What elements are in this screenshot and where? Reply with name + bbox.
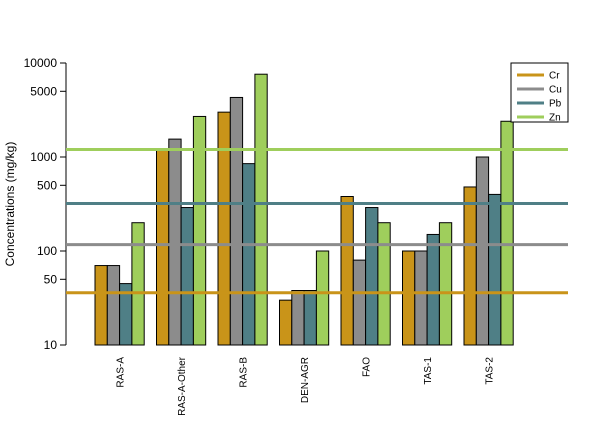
bar-pb-den-agr bbox=[303, 290, 317, 346]
y-tick-label: 10 bbox=[44, 338, 58, 352]
bar-cu-tas-1 bbox=[414, 250, 428, 346]
bar-cr-fao bbox=[340, 196, 354, 346]
bar-pb-ras-b bbox=[242, 163, 256, 346]
bar-pb-tas-2 bbox=[488, 193, 502, 346]
bar-cr-ras-a bbox=[94, 265, 108, 346]
bar-zn-tas-2 bbox=[500, 120, 514, 346]
bar-pb-tas-1 bbox=[426, 233, 440, 346]
category-label: TAS-1 bbox=[423, 357, 434, 385]
bar-cu-fao bbox=[352, 259, 367, 346]
category-label: TAS-2 bbox=[485, 357, 496, 385]
y-tick-label: 5000 bbox=[30, 84, 57, 98]
bar-zn-ras-a bbox=[131, 222, 145, 346]
category-labels: RAS-A RAS-A-Other RAS-B DEN-AGR FAO TAS-1 TAS-… bbox=[116, 356, 496, 416]
bar-cu-ras-a bbox=[106, 265, 121, 346]
bar-zn-ras-b bbox=[254, 73, 268, 346]
y-tick-label: 500 bbox=[37, 178, 57, 192]
bar-pb-ras-a-other bbox=[180, 207, 194, 346]
legend-label-zn: Zn bbox=[549, 113, 561, 124]
y-axis-title: Concentrations (mg/kg) bbox=[3, 142, 17, 267]
bar-pb-fao bbox=[365, 207, 379, 346]
y-tick-label: 10000 bbox=[24, 56, 58, 70]
y-tick-label: 100 bbox=[37, 244, 57, 258]
bar-zn-fao bbox=[377, 222, 391, 346]
bar-cr-den-agr bbox=[279, 299, 293, 346]
legend-label-pb: Pb bbox=[549, 99, 562, 110]
bar-cr-tas-1 bbox=[402, 250, 416, 346]
y-axis: 10 50 100 500 1000 5000 10000 bbox=[24, 56, 67, 352]
bar-zn-tas-1 bbox=[438, 222, 453, 346]
bar-cu-den-agr bbox=[291, 290, 305, 346]
y-tick-label: 50 bbox=[44, 272, 58, 286]
category-label: RAS-A-Other bbox=[177, 356, 188, 416]
category-label: RAS-B bbox=[239, 357, 250, 388]
bar-cr-tas-2 bbox=[463, 186, 477, 346]
legend-box bbox=[510, 62, 569, 123]
legend: Cr Cu Pb Zn bbox=[510, 62, 569, 124]
reference-lines bbox=[66, 148, 568, 295]
category-label: DEN-AGR bbox=[300, 357, 311, 403]
bar-cu-ras-b bbox=[229, 96, 244, 346]
legend-label-cr: Cr bbox=[549, 71, 560, 82]
bar-cu-ras-a-other bbox=[168, 138, 182, 346]
bar-cr-ras-a-other bbox=[156, 149, 170, 346]
y-tick-label: 1000 bbox=[30, 150, 57, 164]
bars bbox=[94, 73, 514, 346]
category-label: RAS-A bbox=[116, 357, 127, 388]
bar-cu-tas-2 bbox=[475, 156, 490, 346]
bar-zn-den-agr bbox=[315, 250, 330, 346]
bar-cr-ras-b bbox=[217, 111, 231, 346]
category-label: FAO bbox=[362, 357, 373, 377]
bar-zn-ras-a-other bbox=[192, 115, 207, 346]
legend-label-cu: Cu bbox=[549, 85, 562, 96]
